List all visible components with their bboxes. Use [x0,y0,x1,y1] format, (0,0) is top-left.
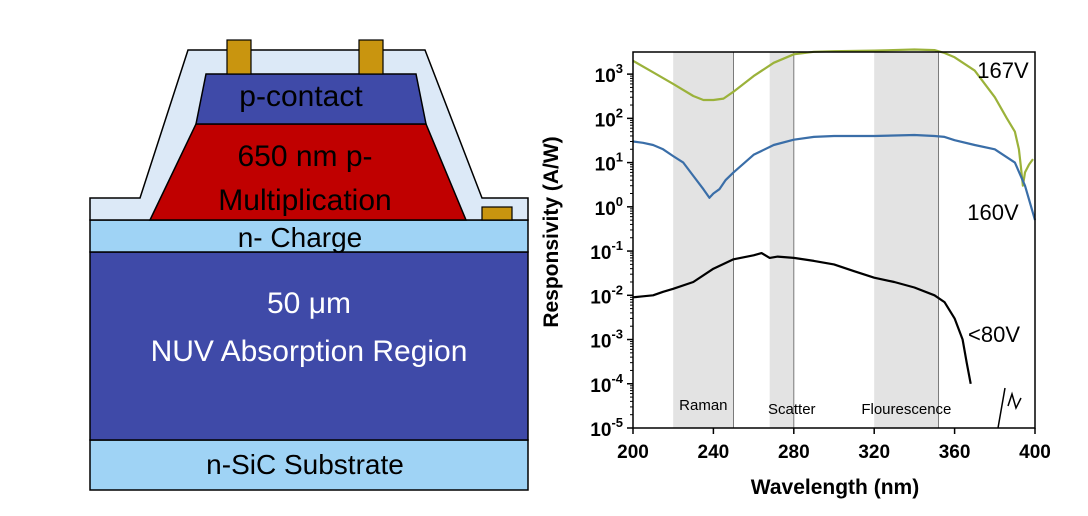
substrate-layer [89,439,529,491]
multiplication-label-line1: 650 nm p- [237,140,372,173]
y-tick-label: 10-3 [590,327,623,353]
absorption-label-line1: 50 μm [267,287,351,320]
top-metal-pad-left [226,39,252,75]
x-tick-label: 360 [939,442,971,463]
x-tick-label: 240 [698,442,730,463]
band-label-raman: Raman [679,397,727,414]
p-contact-layer [195,73,427,125]
data-series [632,48,1037,385]
band-label-flourescence: Flourescence [861,401,951,418]
p-contact-label: p-contact [239,80,363,113]
y-tick-label: 10-4 [590,371,623,397]
band-raman [673,52,734,428]
series-label-2: <80V [968,322,1020,347]
band-flourescence [874,52,939,428]
series-line-0 [632,48,1034,187]
absorption-label-line2: NUV Absorption Region [151,335,468,368]
absorption-layer [89,251,529,441]
series-label-1: 160V [967,200,1019,225]
responsivity-chart: 200 240 280 320 360 400 103 102 101 100 10-1 10-2 10… [540,48,1051,499]
y-tick-label: 100 [595,194,623,220]
x-tick-label: 400 [1019,442,1051,463]
x-tick-label: 280 [778,442,810,463]
series-labels: 167V 160V <80V [967,58,1029,347]
side-metal-pad [481,206,513,221]
y-tick-label: 102 [595,105,623,131]
series-line-1 [632,133,1037,221]
axis-break-mark [997,387,1022,429]
y-axis-label: Responsivity (A/W) [540,136,563,327]
charge-label: n- Charge [238,222,363,253]
band-label-scatter: Scatter [768,401,816,418]
y-tick-label: 103 [595,61,623,87]
spectral-bands [673,52,940,428]
x-axis-label: Wavelength (nm) [751,476,919,499]
multiplication-label-line2: Multiplication [218,184,391,217]
axis-ticks: 200 240 280 320 360 400 103 102 101 100 10-1 10-2 10… [590,61,1051,463]
plot-frame [632,51,1036,429]
device-cross-section: p-contact 650 nm p- Multiplication n- Ch… [89,39,529,491]
x-tick-label: 200 [617,442,649,463]
y-tick-label: 101 [595,150,623,176]
top-metal-pad-right [358,39,384,75]
band-scatter [769,52,794,428]
x-tick-label: 320 [858,442,890,463]
band-labels: Raman Scatter Flourescence [679,397,951,418]
y-tick-label: 10-1 [590,238,623,264]
substrate-label: n-SiC Substrate [206,449,404,480]
y-tick-label: 10-5 [590,415,623,441]
y-tick-label: 10-2 [590,282,623,308]
series-label-0: 167V [977,58,1029,83]
